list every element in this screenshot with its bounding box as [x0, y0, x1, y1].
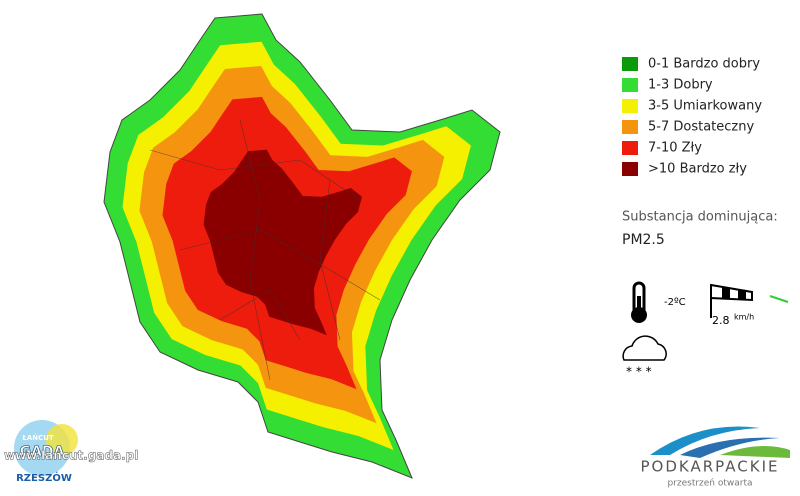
legend-swatch — [622, 57, 638, 71]
windsock-icon — [710, 283, 789, 318]
legend-swatch — [622, 120, 638, 134]
logo-tagline: przestrzeń otwarta — [667, 479, 752, 489]
watermark: ŁAŃCUT GADA RZESZÓW www.lancut.gada.pl — [4, 420, 139, 484]
legend-swatch — [622, 162, 638, 176]
watermark-town: ŁAŃCUT — [21, 433, 54, 442]
air-quality-map — [103, 13, 501, 479]
legend-label: >10 Bardzo zły — [648, 162, 747, 177]
logo-name: PODKARPACKIE — [641, 458, 780, 476]
legend-label: 1-3 Dobry — [648, 78, 713, 93]
legend-label: 5-7 Dostateczny — [648, 120, 754, 135]
wind-speed: 2.8 — [712, 314, 730, 327]
wind-unit: km/h — [734, 313, 754, 322]
temperature: -2ºC — [664, 297, 686, 308]
watermark-url: www.lancut.gada.pl — [4, 449, 138, 463]
legend-swatch — [622, 99, 638, 113]
legend: 0-1 Bardzo dobry 1-3 Dobry 3-5 Umiarkowany… — [622, 57, 762, 177]
substance-label: Substancja dominująca: — [622, 210, 778, 225]
svg-text:* * *: * * * — [626, 365, 652, 379]
legend-label: 7-10 Zły — [648, 141, 702, 156]
legend-label: 0-1 Bardzo dobry — [648, 57, 760, 72]
thermometer-icon — [631, 281, 647, 323]
snow-cloud-icon: * * * — [622, 335, 667, 379]
watermark-brand: GADA — [20, 444, 65, 460]
watermark-city: RZESZÓW — [16, 471, 72, 484]
podkarpackie-logo — [650, 426, 790, 458]
legend-swatch — [622, 141, 638, 155]
substance-value: PM2.5 — [622, 232, 665, 248]
legend-label: 3-5 Umiarkowany — [648, 99, 762, 114]
legend-swatch — [622, 78, 638, 92]
